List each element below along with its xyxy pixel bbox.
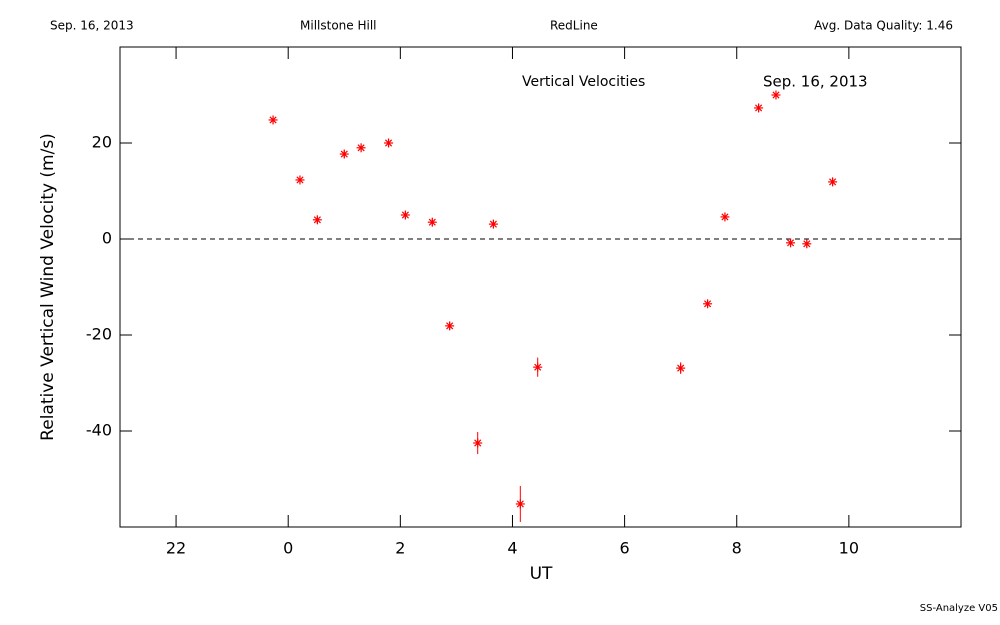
- point-stroke: [489, 220, 497, 228]
- point-stroke: [357, 144, 365, 152]
- point: [754, 103, 764, 113]
- point-stroke: [296, 176, 304, 184]
- point: [268, 115, 278, 125]
- point-stroke: [803, 240, 811, 248]
- point-stroke: [721, 213, 729, 221]
- x-tick-label: 6: [620, 539, 630, 558]
- point-stroke: [340, 150, 348, 158]
- point: [445, 321, 455, 331]
- x-axis-label: UT: [530, 564, 553, 584]
- point-stroke: [474, 439, 482, 447]
- point: [515, 499, 525, 509]
- point: [295, 175, 305, 185]
- plot-frame: [119, 46, 962, 528]
- point-stroke: [772, 91, 780, 99]
- point: [703, 299, 713, 309]
- point: [473, 438, 483, 448]
- header-site: Millstone Hill: [300, 19, 376, 33]
- point: [488, 219, 498, 229]
- point: [356, 143, 366, 153]
- y-axis-label: Relative Vertical Wind Velocity (m/s): [38, 133, 58, 441]
- point: [802, 239, 812, 249]
- point: [786, 238, 796, 248]
- point-stroke: [269, 116, 277, 124]
- point-stroke: [428, 218, 436, 226]
- point: [339, 149, 349, 159]
- x-tick-label: 4: [507, 539, 517, 558]
- point-stroke: [446, 322, 454, 330]
- header-instrument: RedLine: [550, 19, 598, 33]
- chart-title: Vertical Velocities: [522, 74, 645, 90]
- point: [771, 90, 781, 100]
- point-stroke: [829, 178, 837, 186]
- x-tick-label: 0: [283, 539, 293, 558]
- point: [312, 215, 322, 225]
- footer: SS-Analyze V05: [920, 603, 998, 614]
- y-tick-label: -20: [86, 325, 112, 344]
- point-stroke: [516, 500, 524, 508]
- point-stroke: [677, 364, 685, 372]
- x-tick-label: 2: [395, 539, 405, 558]
- y-tick-label: -40: [86, 421, 112, 440]
- y-tick-label: 20: [92, 133, 112, 152]
- point: [676, 363, 686, 373]
- point-stroke: [755, 104, 763, 112]
- x-tick-label: 8: [732, 539, 742, 558]
- y-tick-label: 0: [102, 229, 112, 248]
- point: [533, 362, 543, 372]
- point-stroke: [401, 211, 409, 219]
- point: [720, 212, 730, 222]
- point: [427, 217, 437, 227]
- point-stroke: [534, 363, 542, 371]
- chart-subtitle: Sep. 16, 2013: [763, 73, 868, 91]
- point: [828, 177, 838, 187]
- header-quality: Avg. Data Quality: 1.46: [814, 19, 953, 33]
- header-date: Sep. 16, 2013: [50, 19, 134, 33]
- point: [400, 210, 410, 220]
- point-stroke: [384, 139, 393, 147]
- point-stroke: [786, 239, 795, 247]
- x-tick-label: 22: [166, 539, 186, 558]
- point: [384, 138, 394, 148]
- point-stroke: [704, 300, 712, 308]
- point-stroke: [313, 216, 321, 224]
- x-tick-label: 10: [839, 539, 859, 558]
